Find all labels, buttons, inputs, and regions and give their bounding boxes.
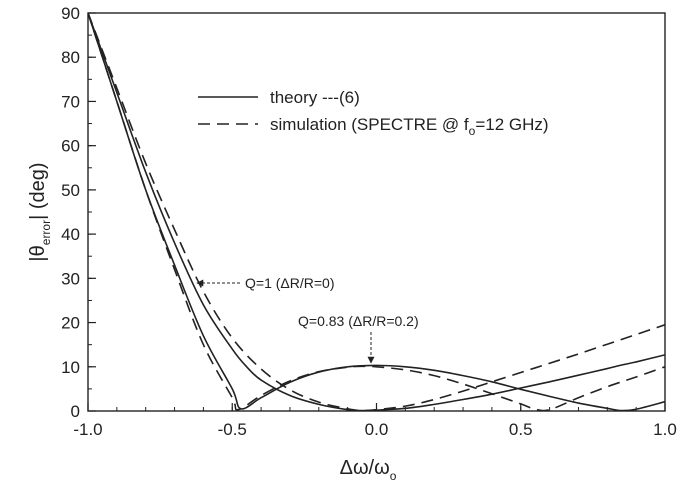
series-line-solid-1 <box>88 13 665 411</box>
y-tick-label: 80 <box>61 48 80 67</box>
series-line-solid-2 <box>88 13 665 411</box>
x-axis-title: Δω/ωo <box>340 457 397 483</box>
x-tick-label: -1.0 <box>73 420 102 439</box>
y-tick-label: 90 <box>61 4 80 23</box>
plot-frame <box>87 12 666 412</box>
annotation-q1: Q=1 (ΔR/R=0) <box>196 275 335 291</box>
y-axis-title: |θerror| (deg) <box>27 162 53 261</box>
x-tick-label: 0.0 <box>365 420 389 439</box>
y-tick-label: 40 <box>61 225 80 244</box>
annotation-q1-label: Q=1 (ΔR/R=0) <box>245 275 335 291</box>
series-layer <box>88 13 665 411</box>
y-tick-label: 20 <box>61 314 80 333</box>
y-tick-label: 50 <box>61 181 80 200</box>
legend-theory-label: theory ---(6) <box>270 88 360 107</box>
y-tick-label: 10 <box>61 358 80 377</box>
y-tick-label: 60 <box>61 137 80 156</box>
series-line-dashed-4 <box>88 13 665 411</box>
x-tick-label: -0.5 <box>218 420 247 439</box>
y-tick-label: 30 <box>61 269 80 288</box>
y-tick-label: 70 <box>61 92 80 111</box>
y-axis-ticks: 0 10 20 30 40 50 60 70 80 90 <box>61 4 96 421</box>
x-tick-label: 1.0 <box>653 420 677 439</box>
legend-simulation-label: simulation (SPECTRE @ fo=12 GHz) <box>270 115 549 138</box>
legend: theory ---(6) simulation (SPECTRE @ fo=1… <box>198 88 549 138</box>
x-axis-ticks: -1.0 -0.5 0.0 0.5 1.0 <box>73 403 677 439</box>
series-line-dashed-3 <box>88 13 665 411</box>
y-tick-label: 0 <box>71 402 80 421</box>
annotation-q083: Q=0.83 (ΔR/R=0.2) <box>298 313 419 364</box>
annotation-q083-label: Q=0.83 (ΔR/R=0.2) <box>298 313 419 329</box>
x-tick-label: 0.5 <box>509 420 533 439</box>
